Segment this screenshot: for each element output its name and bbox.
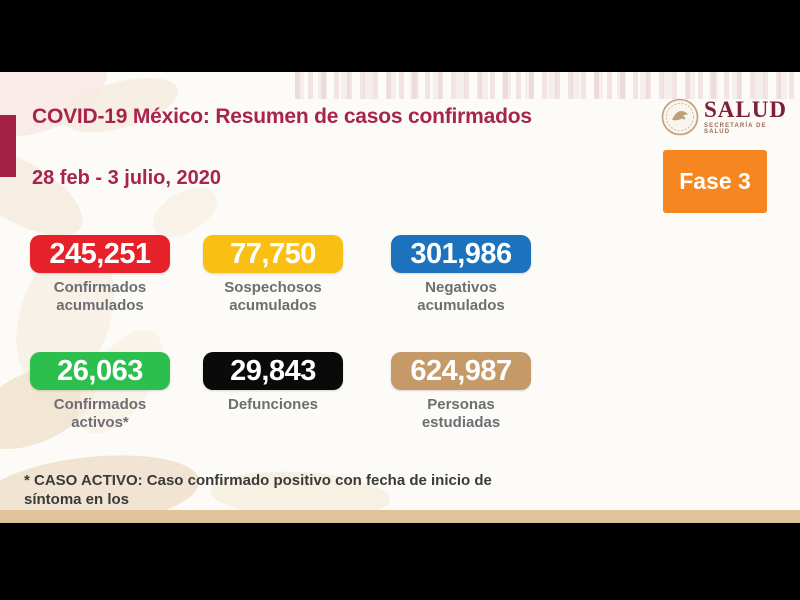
salud-logo-text: SALUD SECRETARÍA DE SALUD: [704, 97, 791, 135]
stat-value: 26,063: [57, 354, 143, 387]
salud-wordmark: SALUD: [704, 97, 787, 122]
slide-canvas: COVID-19 México: Resumen de casos confir…: [0, 72, 800, 510]
stat-card-personas-estudiadas: 624,987 Personas estudiadas: [391, 352, 531, 432]
stat-card-confirmados-activos: 26,063 Confirmados activos*: [30, 352, 170, 432]
stat-value: 245,251: [49, 237, 151, 270]
letterbox-top: [0, 0, 800, 72]
stat-card-confirmados-acumulados: 245,251 Confirmados acumulados: [30, 235, 170, 315]
left-accent-block: [0, 115, 16, 177]
top-fringe-pattern: [295, 72, 800, 99]
eagle-seal-icon: [661, 98, 699, 136]
salud-subtitle: SECRETARÍA DE SALUD: [704, 123, 767, 135]
stat-label: Confirmados acumulados: [53, 279, 147, 314]
stat-value: 624,987: [410, 354, 512, 387]
stat-value-pill: 29,843: [203, 352, 343, 390]
date-range: 28 feb - 3 julio, 2020: [32, 167, 221, 189]
salud-logo: SALUD SECRETARÍA DE SALUD: [661, 96, 791, 138]
stat-label: Personas estudiadas: [421, 396, 501, 431]
stat-label: Negativos acumulados: [417, 279, 505, 314]
stat-label: Defunciones: [227, 396, 318, 413]
stat-value-pill: 245,251: [30, 235, 170, 273]
stat-value-pill: 624,987: [391, 352, 531, 390]
stat-value-pill: 77,750: [203, 235, 343, 273]
bottom-tan-band: [0, 510, 800, 523]
active-case-footnote: * CASO ACTIVO: Caso confirmado positivo …: [24, 472, 492, 508]
stat-card-sospechosos-acumulados: 77,750 Sospechosos acumulados: [203, 235, 343, 315]
stat-label: Sospechosos acumulados: [224, 279, 322, 314]
phase-badge: Fase 3: [663, 150, 767, 213]
stat-value: 77,750: [230, 237, 316, 270]
stat-value-pill: 26,063: [30, 352, 170, 390]
stat-value: 29,843: [230, 354, 316, 387]
stat-label: Confirmados activos*: [53, 396, 147, 431]
stat-card-negativos-acumulados: 301,986 Negativos acumulados: [391, 235, 531, 315]
letterbox-bottom: [0, 523, 800, 600]
stat-value-pill: 301,986: [391, 235, 531, 273]
stat-card-defunciones: 29,843 Defunciones: [203, 352, 343, 414]
stat-value: 301,986: [410, 237, 512, 270]
page-title: COVID-19 México: Resumen de casos confir…: [32, 105, 532, 128]
